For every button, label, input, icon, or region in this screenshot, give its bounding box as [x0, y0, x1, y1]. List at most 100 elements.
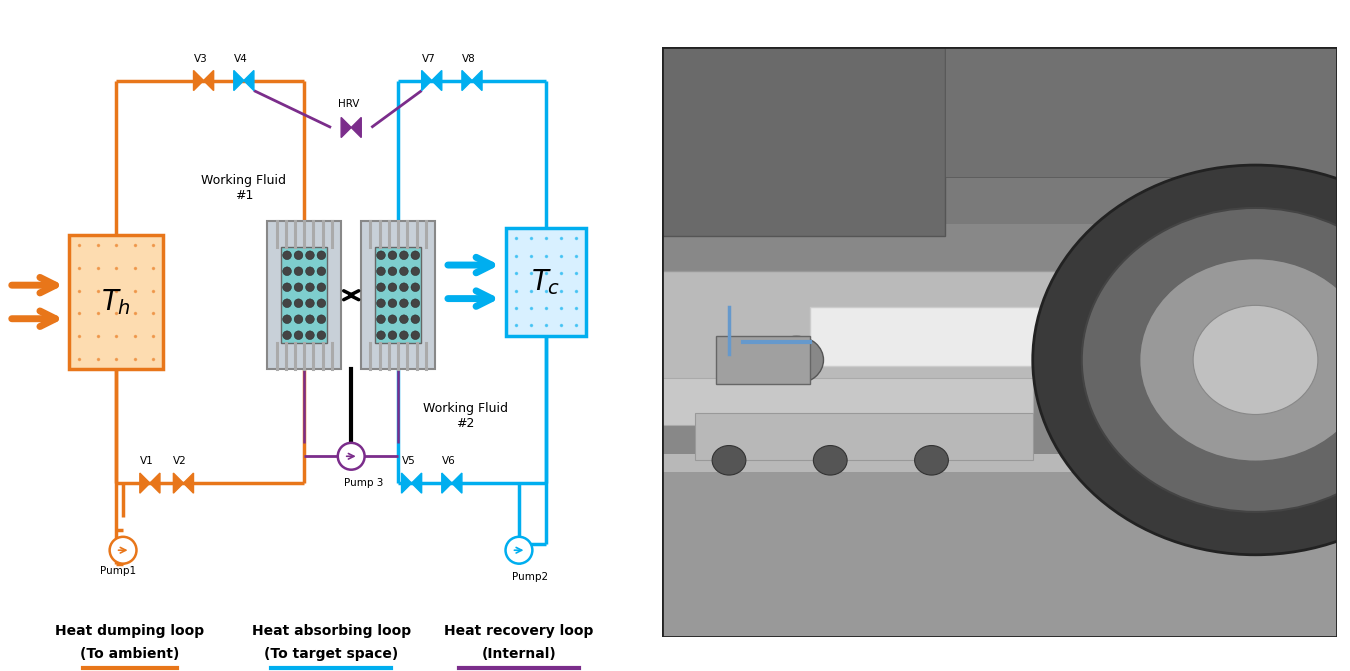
Circle shape — [1139, 258, 1350, 461]
Circle shape — [377, 299, 385, 307]
Polygon shape — [342, 117, 351, 138]
Circle shape — [410, 267, 420, 276]
Polygon shape — [412, 473, 421, 493]
Circle shape — [294, 315, 302, 323]
Bar — [281, 247, 327, 344]
Bar — [662, 454, 1336, 472]
Circle shape — [377, 251, 385, 260]
Text: Pump2: Pump2 — [512, 572, 548, 582]
Circle shape — [294, 251, 302, 260]
Text: V1: V1 — [140, 456, 154, 466]
Text: Pump 3: Pump 3 — [344, 478, 383, 488]
Circle shape — [387, 331, 397, 340]
Circle shape — [387, 299, 397, 307]
Polygon shape — [193, 70, 204, 91]
Text: V8: V8 — [462, 54, 475, 64]
Circle shape — [400, 331, 408, 340]
Text: V2: V2 — [173, 456, 188, 466]
Circle shape — [387, 267, 397, 276]
Polygon shape — [401, 473, 412, 493]
Circle shape — [410, 331, 420, 340]
Circle shape — [317, 267, 325, 276]
Polygon shape — [244, 70, 254, 91]
Circle shape — [317, 331, 325, 340]
Circle shape — [282, 251, 292, 260]
Bar — [662, 47, 1336, 224]
Circle shape — [400, 267, 408, 276]
Circle shape — [282, 267, 292, 276]
Bar — [662, 460, 1336, 637]
Bar — [662, 47, 945, 236]
Text: (To ambient): (To ambient) — [80, 648, 180, 661]
Bar — [375, 247, 421, 344]
Text: $T_h$: $T_h$ — [101, 287, 131, 317]
Bar — [362, 221, 435, 369]
Polygon shape — [140, 473, 150, 493]
Circle shape — [377, 315, 385, 323]
Circle shape — [294, 299, 302, 307]
Polygon shape — [421, 70, 432, 91]
Text: V7: V7 — [421, 54, 436, 64]
Bar — [505, 228, 586, 336]
Circle shape — [505, 537, 532, 564]
Circle shape — [377, 283, 385, 292]
Circle shape — [317, 315, 325, 323]
Polygon shape — [441, 473, 452, 493]
Circle shape — [400, 299, 408, 307]
Circle shape — [813, 446, 848, 475]
Circle shape — [387, 251, 397, 260]
Circle shape — [282, 315, 292, 323]
Circle shape — [377, 267, 385, 276]
Circle shape — [1033, 165, 1350, 555]
Circle shape — [294, 267, 302, 276]
Circle shape — [400, 315, 408, 323]
Bar — [810, 307, 1148, 366]
Text: (To target space): (To target space) — [265, 648, 398, 661]
Circle shape — [305, 283, 315, 292]
Polygon shape — [351, 117, 362, 138]
Polygon shape — [452, 473, 462, 493]
Circle shape — [282, 299, 292, 307]
Circle shape — [410, 283, 420, 292]
Circle shape — [377, 331, 385, 340]
Circle shape — [305, 251, 315, 260]
Polygon shape — [472, 70, 482, 91]
Polygon shape — [462, 70, 472, 91]
Text: V4: V4 — [234, 54, 247, 64]
Bar — [662, 378, 1033, 425]
Text: V3: V3 — [193, 54, 208, 64]
Polygon shape — [204, 70, 213, 91]
Circle shape — [387, 283, 397, 292]
Text: Working Fluid
#2: Working Fluid #2 — [423, 402, 508, 430]
Circle shape — [915, 446, 948, 475]
Bar — [69, 235, 163, 369]
Circle shape — [317, 299, 325, 307]
Bar — [945, 47, 1336, 177]
Text: Working Fluid
#1: Working Fluid #1 — [201, 174, 286, 202]
Circle shape — [305, 315, 315, 323]
Circle shape — [387, 315, 397, 323]
Bar — [695, 413, 1033, 460]
Circle shape — [294, 331, 302, 340]
Text: V5: V5 — [401, 456, 416, 466]
Circle shape — [317, 283, 325, 292]
Circle shape — [1081, 208, 1350, 512]
Circle shape — [282, 331, 292, 340]
Bar — [662, 271, 1066, 389]
Text: Heat dumping loop: Heat dumping loop — [55, 624, 204, 637]
Polygon shape — [150, 473, 159, 493]
Circle shape — [400, 283, 408, 292]
Text: (Internal): (Internal) — [482, 648, 556, 661]
Text: V6: V6 — [441, 456, 455, 466]
Polygon shape — [173, 473, 184, 493]
Circle shape — [294, 283, 302, 292]
Text: HRV: HRV — [338, 99, 359, 109]
Bar — [716, 336, 810, 384]
Circle shape — [338, 443, 364, 470]
Text: Heat recovery loop: Heat recovery loop — [444, 624, 594, 637]
Circle shape — [109, 537, 136, 564]
Text: $T_c$: $T_c$ — [531, 267, 560, 297]
Circle shape — [317, 251, 325, 260]
Circle shape — [410, 315, 420, 323]
Circle shape — [1193, 305, 1318, 415]
